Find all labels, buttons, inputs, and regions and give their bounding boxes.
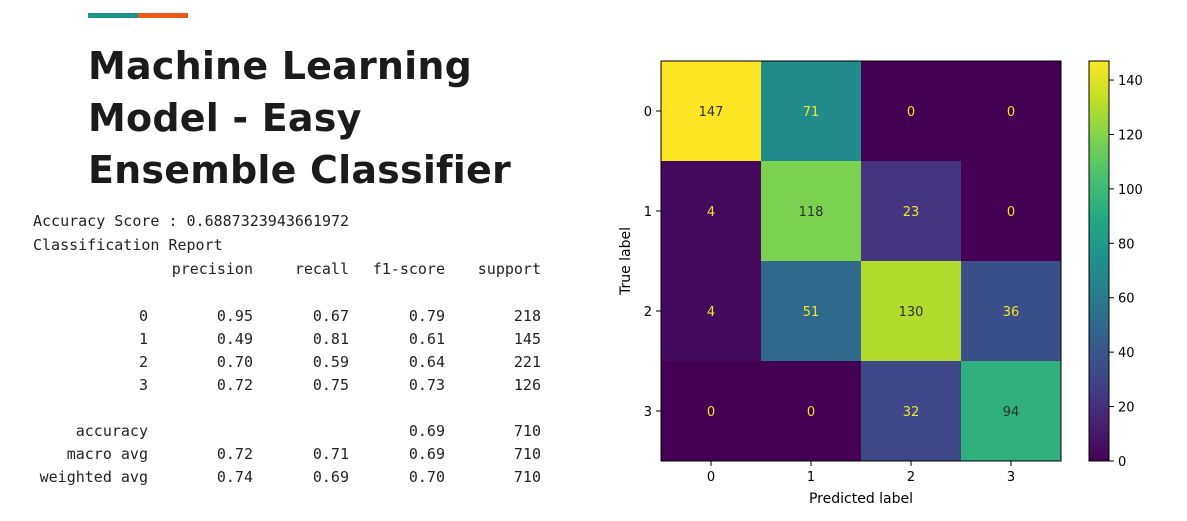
report-cell: 0.79: [408, 307, 445, 325]
x-tick-label: 3: [1007, 470, 1015, 485]
report-cell: 710: [513, 445, 541, 463]
report-cell: 0.70: [408, 468, 445, 486]
slide-title-line: Model - Easy: [88, 96, 362, 140]
report-row-label: macro avg: [66, 445, 148, 463]
matrix-cell: [961, 361, 1061, 461]
report-row-label: weighted avg: [39, 468, 148, 486]
plot-frame: [660, 60, 1062, 462]
colorbar-tick-label: 80: [1118, 237, 1135, 252]
slide-title-line: Machine Learning: [88, 44, 473, 88]
colorbar-tick-label: 140: [1118, 74, 1143, 89]
report-title: Classification Report: [33, 236, 223, 254]
matrix-cell: [761, 361, 861, 461]
report-cell: 0.70: [216, 353, 253, 371]
matrix-cell: [761, 61, 861, 161]
report-row-label: 3: [138, 376, 148, 394]
cell-value-label: 147: [699, 105, 724, 120]
accuracy-score-line: Accuracy Score : 0.6887323943661972: [33, 212, 350, 230]
colorbar-tick-label: 60: [1118, 292, 1135, 307]
matrix-cell: [661, 61, 761, 161]
report-cell: 0.61: [408, 330, 445, 348]
report-cell: 0.72: [216, 376, 253, 394]
matrix-cell: [961, 261, 1061, 361]
report-cell: 0.59: [312, 353, 349, 371]
colorbar-tick-label: 20: [1118, 401, 1135, 416]
x-tick-label: 1: [807, 470, 815, 485]
cell-value-label: 118: [799, 205, 824, 220]
report-cell: 0.64: [408, 353, 445, 371]
y-axis-label: True label: [618, 227, 634, 296]
report-cell: 218: [513, 307, 541, 325]
cell-value-label: 0: [1007, 105, 1015, 120]
report-cell: 0.95: [216, 307, 253, 325]
report-header-cell: support: [477, 260, 541, 278]
matrix-cell: [661, 161, 761, 261]
slide-title: Machine Learning Model - Easy Ensemble C…: [88, 40, 568, 196]
report-cell: 710: [513, 468, 541, 486]
report-cell: 0.74: [216, 468, 253, 486]
matrix-cell: [761, 161, 861, 261]
cell-value-label: 51: [803, 305, 820, 320]
matrix-cell: [861, 361, 961, 461]
cell-value-label: 36: [1003, 305, 1020, 320]
report-cell: 0.71: [312, 445, 349, 463]
report-row-label: 2: [138, 353, 148, 371]
matrix-cell: [761, 261, 861, 361]
cell-value-label: 0: [807, 405, 815, 420]
report-cell: 0.69: [312, 468, 349, 486]
accent-bar-orange: [138, 13, 188, 18]
report-cell: 0.73: [408, 376, 445, 394]
matrix-cell: [661, 261, 761, 361]
report-cell: 0.72: [216, 445, 253, 463]
report-cell: 0.49: [216, 330, 253, 348]
cell-value-label: 32: [903, 405, 920, 420]
report-row-label: 0: [138, 307, 148, 325]
accent-bar-teal: [88, 13, 138, 18]
cell-value-label: 0: [707, 405, 715, 420]
report-cell: 145: [513, 330, 541, 348]
cell-value-label: 71: [803, 105, 820, 120]
report-row-label: accuracy: [75, 422, 148, 440]
report-cell: 0.81: [312, 330, 349, 348]
cell-value-label: 94: [1003, 405, 1020, 420]
y-tick-label: 3: [644, 405, 652, 420]
y-tick-label: 0: [644, 105, 652, 120]
report-cell: 221: [513, 353, 541, 371]
confusion-matrix-chart: 147 71 0 04 118 23 04 51 130 360 0 32 940 1 2 30123Pred…: [618, 60, 1143, 507]
report-cell: 0.75: [312, 376, 349, 394]
x-tick-label: 2: [907, 470, 915, 485]
matrix-cell: [961, 61, 1061, 161]
colorbar-tick-label: 120: [1118, 128, 1143, 143]
matrix-cell: [661, 361, 761, 461]
matrix-cell: [961, 161, 1061, 261]
colorbar-tick-label: 0: [1118, 455, 1126, 470]
colorbar-tick-label: 40: [1118, 346, 1135, 361]
report-header-cell: precision: [171, 260, 253, 278]
report-header-cell: recall: [294, 260, 349, 278]
report-header-cell: f1-score: [372, 260, 445, 278]
cell-value-label: 4: [707, 305, 715, 320]
cell-value-label: 130: [899, 305, 924, 320]
matrix-cell: [861, 261, 961, 361]
y-tick-label: 2: [644, 305, 652, 320]
cell-value-label: 23: [903, 205, 920, 220]
x-tick-label: 0: [707, 470, 715, 485]
matrix-cell: [861, 61, 961, 161]
report-cell: 710: [513, 422, 541, 440]
slide-title-line: Ensemble Classifier: [88, 148, 511, 192]
matrix-cell: [861, 161, 961, 261]
cell-value-label: 4: [707, 205, 715, 220]
report-cell: 0.69: [408, 445, 445, 463]
report-row-label: 1: [138, 330, 148, 348]
report-cell: 0.69: [408, 422, 445, 440]
colorbar-tick-label: 100: [1118, 183, 1143, 198]
colorbar: [1088, 60, 1110, 462]
report-cell: 126: [513, 376, 541, 394]
y-tick-label: 1: [644, 205, 652, 220]
cell-value-label: 0: [907, 105, 915, 120]
cell-value-label: 0: [1007, 205, 1015, 220]
report-cell: 0.67: [312, 307, 349, 325]
x-axis-label: Predicted label: [809, 491, 913, 507]
